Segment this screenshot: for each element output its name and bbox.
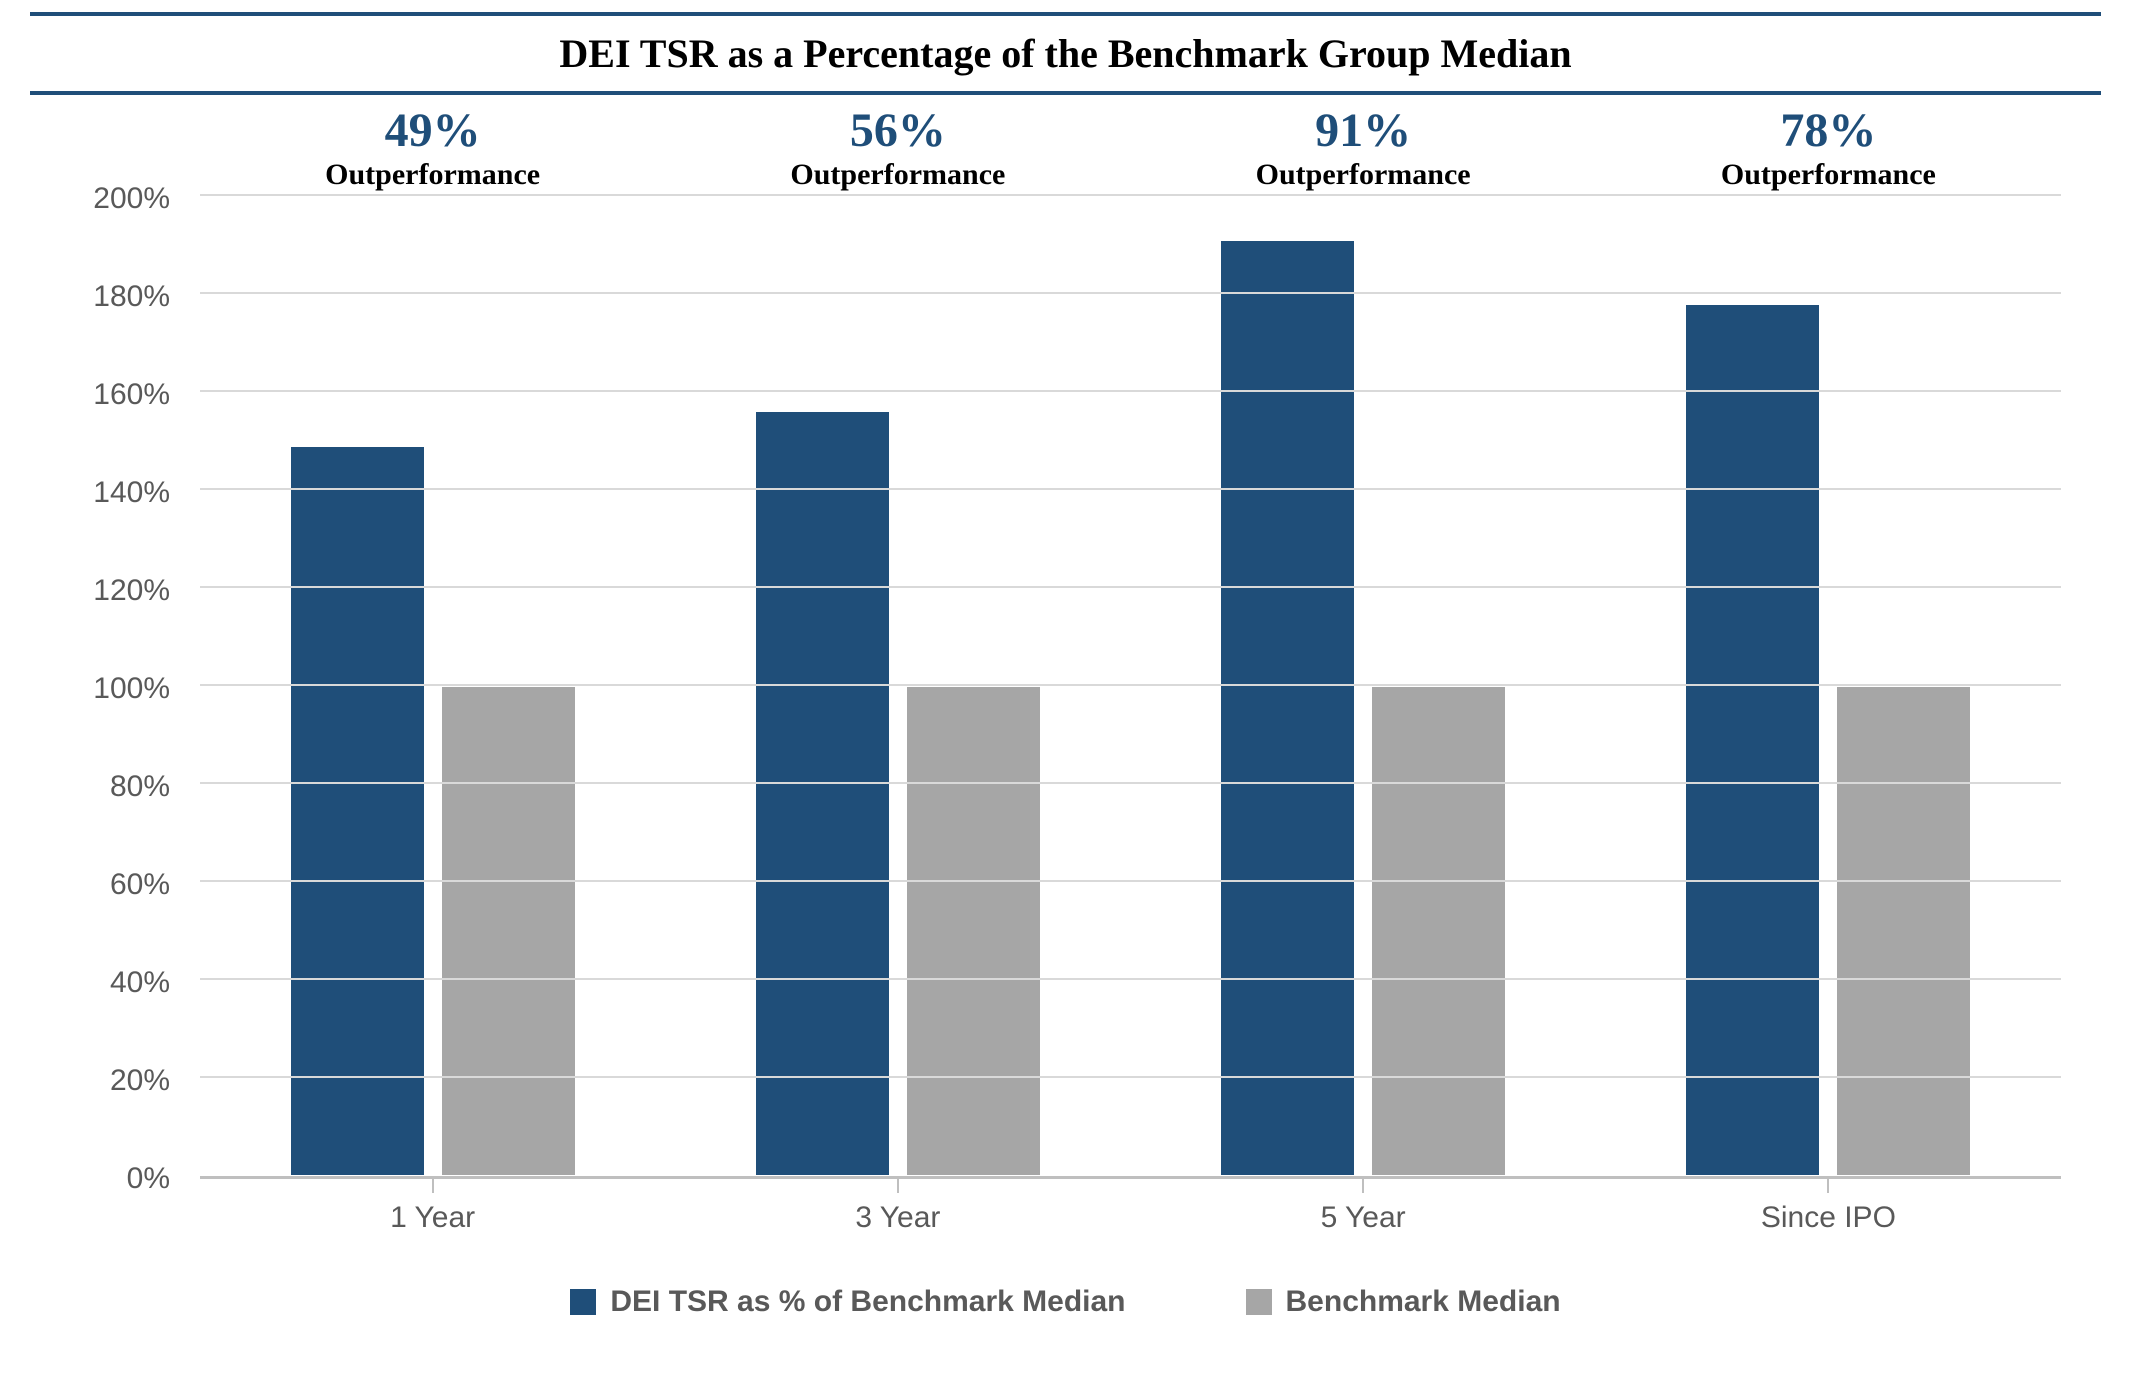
annotation-row: 49% Outperformance 56% Outperformance 91… — [200, 105, 2061, 191]
gridline — [200, 586, 2061, 588]
x-tick-mark — [432, 1179, 434, 1193]
annotation-label: Outperformance — [665, 158, 1130, 191]
gridline — [200, 390, 2061, 392]
y-tick-label: 20% — [110, 1064, 170, 1098]
y-tick-label: 0% — [127, 1162, 170, 1196]
annotation-1: 56% Outperformance — [665, 105, 1130, 191]
bar — [1685, 304, 1820, 1176]
legend-item-0: DEI TSR as % of Benchmark Median — [570, 1285, 1125, 1319]
x-label: 3 Year — [855, 1201, 940, 1235]
y-tick-label: 180% — [93, 280, 170, 314]
gridline — [200, 978, 2061, 980]
gridline — [200, 880, 2061, 882]
bars-layer — [200, 199, 2061, 1176]
y-tick-label: 80% — [110, 770, 170, 804]
y-tick-label: 40% — [110, 966, 170, 1000]
bar-group — [1131, 199, 1596, 1176]
y-tick-label: 60% — [110, 868, 170, 902]
x-tick-mark — [1827, 1179, 1829, 1193]
chart-title: DEI TSR as a Percentage of the Benchmark… — [559, 31, 1571, 76]
gridline — [200, 488, 2061, 490]
bar — [1220, 240, 1355, 1176]
x-axis: 1 Year 3 Year 5 Year Since IPO — [200, 1191, 2061, 1235]
bar — [906, 686, 1041, 1176]
y-tick-label: 160% — [93, 378, 170, 412]
legend-label: DEI TSR as % of Benchmark Median — [610, 1285, 1125, 1319]
annotation-label: Outperformance — [200, 158, 665, 191]
legend-label: Benchmark Median — [1286, 1285, 1561, 1319]
annotation-2: 91% Outperformance — [1131, 105, 1596, 191]
annotation-3: 78% Outperformance — [1596, 105, 2061, 191]
y-tick-label: 200% — [93, 182, 170, 216]
bar — [1836, 686, 1971, 1176]
annotation-value: 56% — [665, 105, 1130, 158]
legend-item-1: Benchmark Median — [1246, 1285, 1561, 1319]
legend-swatch — [1246, 1289, 1272, 1315]
x-tick-mark — [897, 1179, 899, 1193]
plot-wrap: 0%20%40%60%80%100%120%140%160%180%200% — [30, 199, 2101, 1179]
bar — [441, 686, 576, 1176]
annotation-label: Outperformance — [1596, 158, 2061, 191]
x-tick-mark — [1362, 1179, 1364, 1193]
y-tick-label: 140% — [93, 476, 170, 510]
bar — [1371, 686, 1506, 1176]
bar-group — [200, 199, 665, 1176]
gridline — [200, 194, 2061, 196]
title-bar: DEI TSR as a Percentage of the Benchmark… — [30, 12, 2101, 95]
gridline — [200, 782, 2061, 784]
annotation-0: 49% Outperformance — [200, 105, 665, 191]
annotation-value: 91% — [1131, 105, 1596, 158]
gridline — [200, 684, 2061, 686]
legend-swatch — [570, 1289, 596, 1315]
y-tick-label: 100% — [93, 672, 170, 706]
bar-group — [1596, 199, 2061, 1176]
y-tick-label: 120% — [93, 574, 170, 608]
bar — [755, 411, 890, 1175]
gridline — [200, 292, 2061, 294]
x-label: Since IPO — [1761, 1201, 1896, 1235]
plot-area — [200, 199, 2061, 1179]
bar-group — [665, 199, 1130, 1176]
annotation-value: 78% — [1596, 105, 2061, 158]
bar — [290, 446, 425, 1176]
y-axis: 0%20%40%60%80%100%120%140%160%180%200% — [30, 199, 200, 1179]
annotation-label: Outperformance — [1131, 158, 1596, 191]
x-label: 1 Year — [390, 1201, 475, 1235]
annotation-value: 49% — [200, 105, 665, 158]
gridline — [200, 1076, 2061, 1078]
x-label: 5 Year — [1321, 1201, 1406, 1235]
legend: DEI TSR as % of Benchmark Median Benchma… — [30, 1285, 2101, 1319]
tsr-chart: DEI TSR as a Percentage of the Benchmark… — [0, 0, 2131, 1384]
